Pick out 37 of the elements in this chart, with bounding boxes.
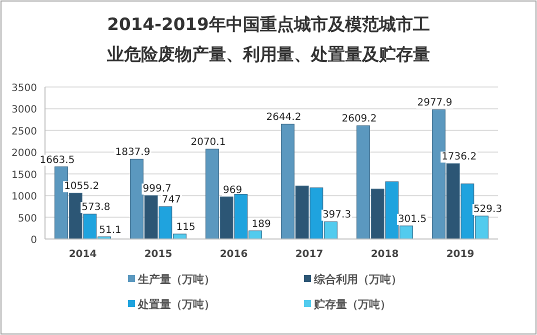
data-label: 969 (223, 184, 242, 196)
x-tick-label: 2018 (370, 249, 399, 260)
x-tick-label: 2019 (446, 249, 474, 260)
y-tick-label: 1500 (12, 170, 37, 181)
x-tick-label: 2016 (220, 249, 248, 260)
data-label: 747 (162, 194, 181, 206)
legend-label: 处置量（万吨） (137, 298, 215, 311)
data-label: 51.1 (99, 224, 122, 236)
data-label: 2644.2 (266, 112, 302, 124)
data-label: 2977.9 (417, 98, 452, 109)
data-label: 1837.9 (115, 147, 150, 158)
x-tick-label: 2014 (68, 249, 97, 260)
data-label: 1736.2 (442, 152, 477, 163)
y-tick-label: 2500 (12, 126, 37, 138)
legend-label: 生产量（万吨） (137, 273, 215, 286)
chart-title: 2014-2019年中国重点城市及模范城市工业危险废物产量、利用量、处置量及贮存量 (106, 15, 430, 65)
y-tick-label: 0 (30, 235, 37, 246)
y-tick-label: 3000 (12, 104, 37, 116)
legend-label: 综合利用（万吨） (313, 273, 402, 286)
data-label: 397.3 (322, 210, 352, 221)
data-label: 2070.1 (190, 137, 226, 148)
data-label: 189 (252, 218, 271, 230)
data-label: 573.8 (82, 202, 110, 214)
data-label: 1055.2 (64, 181, 100, 192)
data-label: 115 (176, 222, 196, 234)
data-label: 2609.2 (342, 114, 377, 125)
y-tick-label: 1000 (12, 192, 37, 203)
x-tick-label: 2017 (295, 249, 324, 260)
data-label: 301.5 (398, 214, 427, 225)
data-label: 999.7 (142, 184, 172, 195)
y-tick-label: 500 (18, 213, 37, 224)
y-tick-label: 3500 (12, 83, 37, 94)
x-tick-label: 2015 (144, 249, 172, 260)
y-tick-label: 2000 (12, 148, 37, 160)
data-label: 1663.5 (40, 154, 75, 166)
data-label: 529.3 (473, 204, 502, 216)
legend-label: 贮存量（万吨） (313, 298, 391, 311)
